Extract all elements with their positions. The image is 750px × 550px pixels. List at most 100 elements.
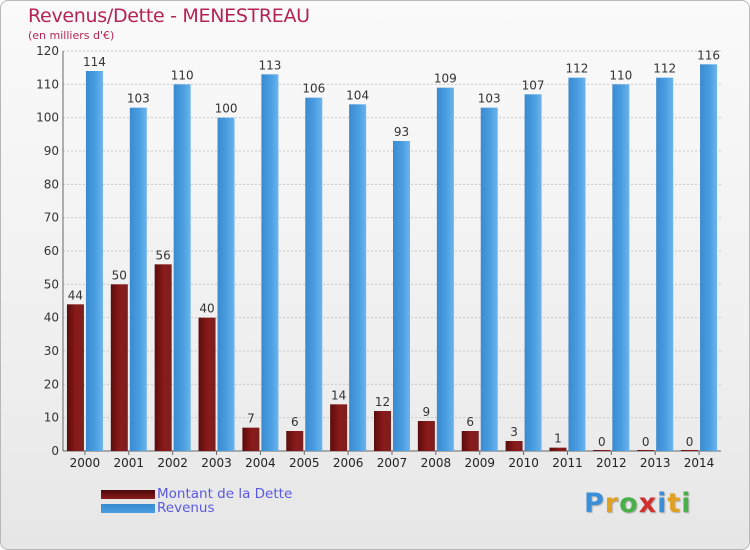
chart-subtitle: (en milliers d'€)	[28, 29, 115, 42]
y-tick-label: 30	[44, 344, 59, 358]
bar-debt	[66, 304, 84, 451]
logo-letter: o	[619, 488, 639, 519]
bar-debt	[417, 421, 435, 451]
data-label-debt: 0	[686, 435, 694, 449]
bar-debt	[549, 447, 567, 451]
data-label-debt: 50	[112, 268, 127, 282]
y-tick-label: 10	[44, 411, 59, 425]
data-label-debt: 7	[247, 412, 255, 426]
logo-letter: P	[584, 488, 605, 519]
bar-revenue	[700, 64, 718, 452]
data-label-debt: 14	[331, 388, 346, 402]
bar-revenue	[524, 94, 542, 451]
legend-label-revenue: Revenus	[157, 500, 215, 516]
bar-revenue	[480, 107, 498, 452]
logo-letter: r	[604, 488, 620, 519]
legend-swatch-revenue	[101, 503, 155, 513]
y-tick-label: 90	[44, 144, 59, 158]
chart-title: Revenus/Dette - MENESTREAU	[28, 5, 310, 27]
data-label-debt: 40	[199, 302, 214, 316]
data-label-debt: 0	[642, 435, 650, 449]
legend-label-debt: Montant de la Dette	[157, 486, 293, 502]
data-label-revenue: 109	[434, 72, 457, 86]
y-tick-label: 20	[44, 377, 59, 391]
x-tick-label: 2014	[684, 456, 715, 470]
data-label-revenue: 103	[127, 92, 150, 106]
data-label-revenue: 103	[478, 92, 501, 106]
bar-revenue	[261, 74, 279, 451]
legend: Montant de la Dette Revenus	[101, 487, 292, 515]
y-tick-label: 120	[36, 44, 59, 58]
data-label-revenue: 113	[258, 58, 281, 72]
y-tick-label: 60	[44, 244, 59, 258]
x-tick-label: 2007	[377, 456, 408, 470]
bar-debt	[330, 404, 348, 451]
bar-debt	[505, 441, 523, 451]
x-tick-label: 2013	[640, 456, 671, 470]
y-tick-label: 100	[36, 111, 59, 125]
data-label-debt: 44	[68, 288, 83, 302]
x-tick-label: 2010	[508, 456, 539, 470]
x-tick-label: 2002	[157, 456, 188, 470]
data-label-revenue: 106	[302, 82, 325, 96]
bar-revenue	[612, 84, 630, 451]
legend-item-debt: Montant de la Dette	[101, 487, 292, 501]
x-tick-label: 2003	[201, 456, 232, 470]
bar-revenue	[173, 84, 191, 451]
y-tick-label: 50	[44, 277, 59, 291]
data-label-revenue: 114	[83, 55, 106, 69]
legend-swatch-debt	[101, 489, 155, 499]
bar-debt	[198, 317, 216, 451]
bar-revenue	[305, 97, 323, 452]
y-tick-label: 80	[44, 177, 59, 191]
data-label-debt: 6	[466, 415, 474, 429]
x-tick-label: 2001	[114, 456, 145, 470]
data-label-debt: 1	[554, 432, 562, 446]
legend-item-revenue: Revenus	[101, 501, 292, 515]
data-label-debt: 0	[598, 435, 606, 449]
bar-revenue	[656, 77, 674, 452]
logo-letter: i	[657, 488, 668, 519]
data-label-debt: 56	[156, 248, 171, 262]
bar-revenue	[349, 104, 367, 451]
logo-letter: i	[681, 488, 692, 519]
bar-revenue	[129, 107, 147, 452]
x-tick-label: 2004	[245, 456, 276, 470]
bar-debt	[461, 431, 479, 451]
data-label-revenue: 110	[609, 68, 632, 82]
data-label-revenue: 100	[215, 102, 238, 116]
bar-debt	[110, 284, 128, 451]
x-tick-label: 2008	[421, 456, 452, 470]
data-label-debt: 3	[510, 425, 518, 439]
bar-debt	[681, 450, 699, 451]
x-tick-label: 2005	[289, 456, 320, 470]
bar-revenue	[436, 87, 454, 452]
bar-revenue	[568, 77, 586, 452]
y-tick-label: 110	[36, 77, 59, 91]
x-tick-label: 2009	[464, 456, 495, 470]
bar-debt	[286, 431, 304, 451]
bar-revenue	[217, 117, 235, 452]
data-label-debt: 6	[291, 415, 299, 429]
data-label-revenue: 116	[697, 48, 720, 62]
data-label-revenue: 112	[566, 62, 589, 76]
proxiti-logo: Proxiti	[584, 488, 692, 519]
bar-debt	[637, 450, 655, 451]
logo-letter: t	[667, 488, 682, 519]
data-label-revenue: 110	[171, 68, 194, 82]
logo-letter: x	[638, 488, 658, 519]
x-tick-label: 2000	[70, 456, 101, 470]
x-tick-label: 2012	[596, 456, 627, 470]
data-label-revenue: 112	[653, 62, 676, 76]
bar-revenue	[85, 71, 103, 451]
data-label-revenue: 93	[394, 125, 409, 139]
bar-debt	[154, 264, 172, 451]
data-label-debt: 9	[423, 405, 431, 419]
y-tick-label: 70	[44, 211, 59, 225]
data-label-revenue: 107	[522, 78, 545, 92]
x-tick-label: 2011	[552, 456, 583, 470]
bar-revenue	[393, 141, 410, 451]
y-tick-label: 0	[51, 444, 59, 458]
